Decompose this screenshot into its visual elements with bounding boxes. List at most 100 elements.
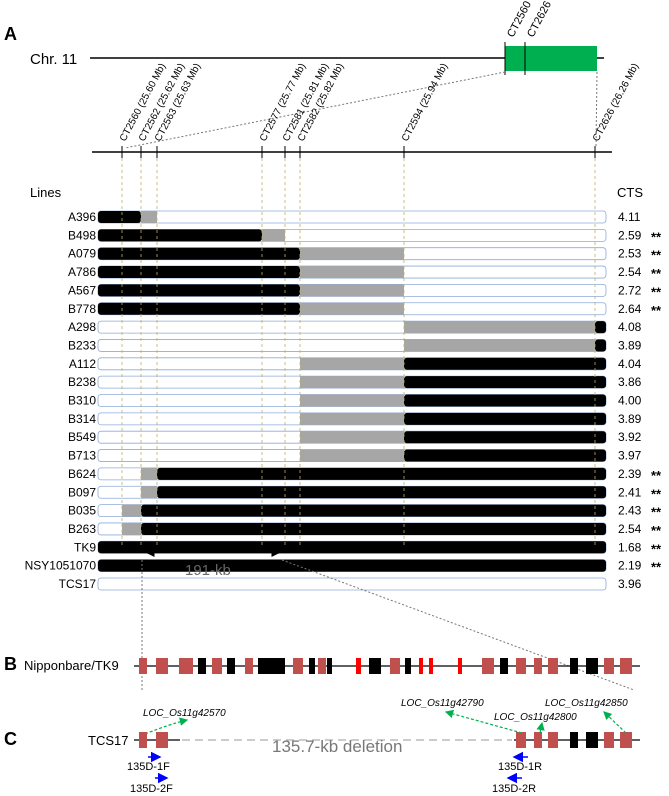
genotype-row: B238 3.86: [68, 375, 642, 389]
primer-label-1f: 135D-1F: [127, 761, 170, 773]
cts-value: 3.89: [618, 338, 642, 352]
nipponbare-label: Nipponbare/TK9: [24, 658, 119, 673]
line-name: B624: [68, 467, 96, 481]
marker-label: CT2594 (25.94 Mb): [400, 62, 450, 144]
genotype-segment: [404, 339, 595, 352]
cts-value: 2.41: [618, 485, 642, 499]
cts-value: 2.39: [618, 467, 642, 481]
cts-value: 2.54: [618, 522, 642, 536]
introgression-segment: [505, 46, 597, 71]
genotype-bar: [97, 210, 607, 224]
genes-b: [139, 658, 632, 674]
genotype-segment: [141, 522, 606, 535]
cts-value: 2.72: [618, 283, 642, 297]
genotype-segment: [300, 357, 404, 370]
line-name: B778: [68, 302, 96, 316]
gene-block: [500, 658, 508, 674]
genotype-segment: [300, 449, 404, 462]
cts-value: 3.96: [618, 577, 642, 591]
tcs17-label: TCS17: [88, 733, 128, 748]
cts-value: 2.43: [618, 504, 642, 518]
gene-block: [156, 732, 168, 748]
gene-block: [156, 658, 168, 674]
genotype-row: A567 2.72 **: [68, 283, 662, 299]
gene-block: [458, 658, 462, 674]
significance-mark: **: [651, 486, 662, 501]
genotype-segment: [98, 284, 300, 297]
genotype-segment: [98, 247, 300, 260]
genotype-bar: [97, 577, 607, 591]
genotype-segment: [141, 467, 157, 480]
marker-group: CT2560 (25.60 Mb)CT2562 (25.62 Mb)CT2563…: [118, 62, 641, 158]
cts-value: 1.68: [618, 540, 642, 554]
gene-block: [586, 732, 598, 748]
genotype-row: B778 2.64 **: [68, 302, 662, 318]
gene-block: [570, 658, 578, 674]
cts-value: 4.08: [618, 320, 642, 334]
gene-block: [258, 658, 264, 674]
genotype-segment: [141, 211, 157, 223]
significance-mark: **: [651, 266, 662, 281]
genotype-segment: [157, 486, 606, 499]
genotype-segment: [404, 321, 595, 334]
line-name: B233: [68, 338, 96, 352]
gene-block: [516, 658, 526, 674]
gene-block: [139, 732, 147, 748]
cts-value: 4.00: [618, 394, 642, 408]
gene-block: [534, 732, 542, 748]
line-name: B035: [68, 504, 96, 518]
gene-block: [570, 732, 578, 748]
panel-a-label: A: [4, 24, 17, 44]
zoom-line-right: [595, 71, 598, 149]
gene-block: [419, 658, 423, 674]
genotype-segment: [141, 504, 606, 517]
zoom-line-left: [124, 71, 506, 149]
cts-value: 2.64: [618, 302, 642, 316]
cts-value: 2.59: [618, 228, 642, 242]
gene-block: [482, 658, 494, 674]
genotype-segment: [262, 229, 285, 242]
significance-mark: **: [651, 303, 662, 318]
gene-pointer-42800: [536, 721, 545, 734]
primer-label-2r: 135D-2R: [492, 783, 536, 795]
panel-c-label: C: [4, 729, 17, 749]
genotype-row: TK9 1.68 **: [74, 540, 662, 556]
significance-mark: **: [651, 505, 662, 520]
gene-block: [369, 658, 381, 674]
genotype-segment: [404, 357, 606, 370]
primer-label-1r: 135D-1R: [498, 761, 542, 773]
genotype-segment: [98, 302, 300, 315]
genotype-segment: [404, 412, 606, 425]
genes-c: [139, 732, 632, 748]
lines-header: Lines: [30, 185, 62, 200]
gene-block: [198, 658, 206, 674]
cts-value: 4.04: [618, 357, 642, 371]
genotype-segment: [157, 467, 606, 480]
marker-guide-lines: [121, 158, 596, 545]
interval-label: 191-kb: [185, 562, 231, 579]
cts-value: 2.53: [618, 247, 642, 261]
marker-label: CT2626 (26.26 Mb): [591, 62, 641, 144]
genotype-segment: [122, 504, 141, 517]
line-name: A298: [68, 320, 96, 334]
gene-block: [405, 658, 411, 674]
genotype-row: A298 4.08: [68, 320, 642, 334]
gene-block: [356, 658, 361, 674]
gene-block: [293, 658, 303, 674]
line-name: B097: [68, 485, 96, 499]
line-name: A396: [68, 210, 96, 224]
genotype-segment: [98, 229, 262, 242]
genotype-segment: [300, 412, 404, 425]
genotype-row: A079 2.53 **: [68, 247, 662, 263]
gene-block: [534, 658, 542, 674]
gene-block: [390, 658, 400, 674]
gene-block: [586, 658, 598, 674]
gene-block: [548, 732, 558, 748]
gene-block: [309, 658, 315, 674]
gene-label-42790: LOC_Os11g42790: [401, 698, 484, 709]
genotype-row: A786 2.54 **: [68, 265, 662, 281]
gene-block: [227, 658, 235, 674]
genotype-row: B035 2.43 **: [68, 504, 662, 520]
genotype-row: B549 3.92: [68, 430, 642, 444]
